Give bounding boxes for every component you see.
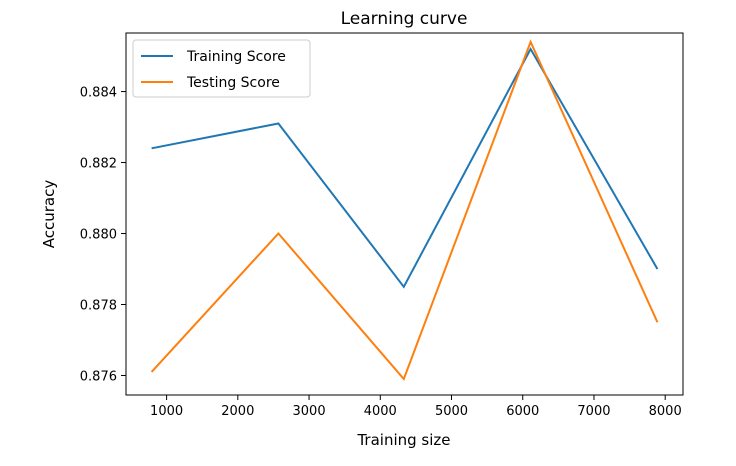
series-lines — [150, 39, 659, 381]
x-tick-label: 2000 — [221, 404, 254, 419]
y-tick-label: 0.884 — [80, 86, 117, 101]
y-axis-label: Accuracy — [40, 180, 58, 249]
x-tick-label: 8000 — [649, 404, 682, 419]
legend: Training Score Testing Score — [132, 39, 311, 98]
y-tick-label: 0.878 — [80, 299, 117, 314]
y-tick-label: 0.876 — [80, 369, 117, 384]
y-tick-label: 0.882 — [80, 157, 117, 172]
x-tick-label: 1000 — [150, 404, 183, 419]
x-axis-label: Training size — [356, 431, 450, 449]
x-tick-label: 7000 — [577, 404, 610, 419]
x-tick-label: 5000 — [435, 404, 468, 419]
chart-title: Learning curve — [341, 9, 468, 29]
legend-label-training-score: Training Score — [186, 49, 286, 65]
y-axis-ticks: 0.876 0.878 0.880 0.882 0.884 — [80, 86, 126, 384]
series-line-testing-score — [150, 39, 659, 381]
legend-label-testing-score: Testing Score — [186, 75, 280, 91]
plot-area-frame — [125, 32, 684, 396]
x-tick-label: 3000 — [293, 404, 326, 419]
x-tick-label: 4000 — [364, 404, 397, 419]
y-tick-label: 0.880 — [80, 228, 117, 243]
series-line-training-score — [151, 46, 659, 289]
x-tick-label: 6000 — [506, 404, 539, 419]
legend-box — [132, 39, 311, 98]
x-axis-ticks: 1000 2000 3000 4000 5000 6000 7000 8000 — [150, 395, 682, 419]
